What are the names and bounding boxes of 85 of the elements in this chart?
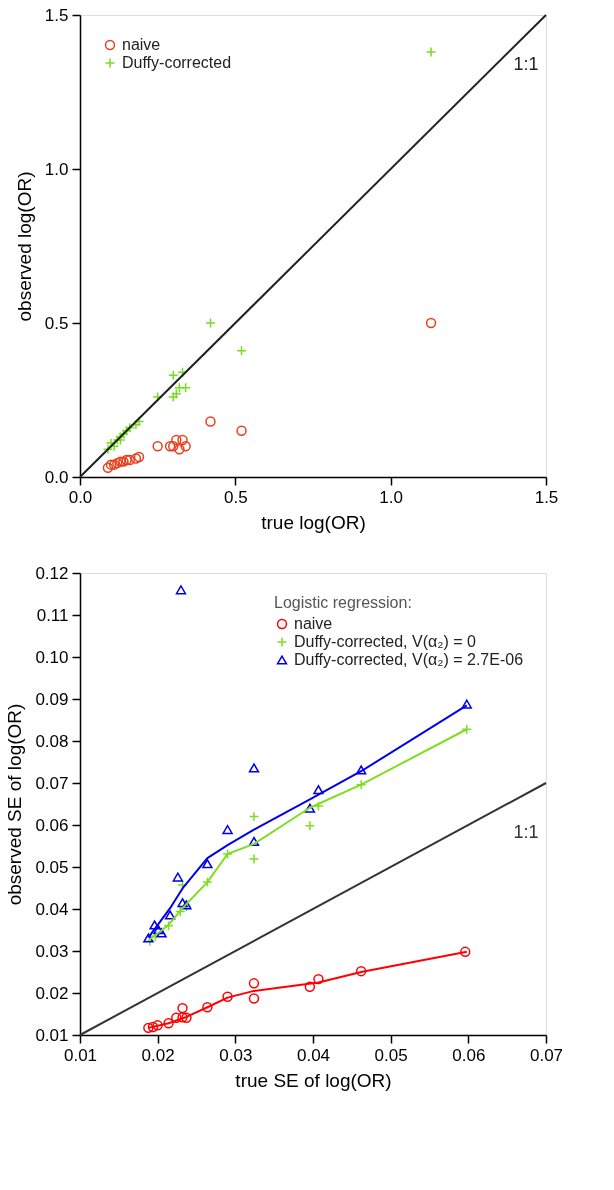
y-tick-label: 0.05 <box>35 857 69 877</box>
point <box>171 1012 182 1023</box>
y-tick-label: 0.0 <box>44 467 69 487</box>
point <box>313 785 324 795</box>
x-tick-label: 1.5 <box>534 487 559 507</box>
y-tick-label: 0.08 <box>35 731 69 751</box>
legend-label: Duffy-corrected <box>122 54 232 71</box>
point <box>202 859 213 869</box>
point <box>313 973 324 985</box>
x-tick-label: 0.5 <box>224 487 248 507</box>
point <box>147 1021 159 1033</box>
x-axis-title: true log(OR) <box>261 511 366 533</box>
y-tick-label: 1.0 <box>44 159 69 179</box>
legend-label: naive <box>294 615 333 632</box>
y-tick-label: 0.02 <box>35 983 69 1003</box>
point <box>248 993 260 1004</box>
y-tick-label: 0.04 <box>35 899 69 919</box>
x-tick-label: 0.03 <box>219 1045 253 1065</box>
x-axis-title: true SE of log(OR) <box>235 1069 392 1091</box>
legend-label: Duffy-corrected, V(α₂) = 0 <box>294 633 476 650</box>
y-tick-label: 0.10 <box>35 647 69 667</box>
point <box>248 978 260 989</box>
series-label: 1:1 <box>513 822 539 842</box>
point <box>177 898 188 908</box>
point <box>205 416 216 427</box>
point <box>177 434 188 446</box>
point <box>149 920 160 930</box>
point <box>174 444 185 455</box>
y-axis-title: observed SE of log(OR) <box>4 703 26 906</box>
y-tick-label: 0.12 <box>35 563 69 583</box>
legend-label: Duffy-corrected, V(α₂) = 2.7E-06 <box>294 651 524 668</box>
point <box>181 1012 192 1023</box>
point <box>143 933 154 943</box>
y-tick-label: 0.5 <box>44 313 69 333</box>
y-tick-label: 1.5 <box>44 5 69 25</box>
y-tick-label: 0.06 <box>35 815 69 835</box>
point <box>163 1018 174 1029</box>
series-label: 1:1 <box>513 54 539 74</box>
point <box>425 317 437 329</box>
point <box>156 928 167 938</box>
y-tick-label: 0.09 <box>35 689 69 709</box>
legend-label: naive <box>122 36 161 53</box>
point <box>222 991 233 1002</box>
point <box>177 1002 188 1014</box>
point <box>175 585 187 595</box>
y-tick-label: 0.03 <box>35 941 69 961</box>
point <box>425 46 437 58</box>
x-tick-label: 0.06 <box>452 1045 486 1065</box>
point <box>304 820 316 832</box>
x-tick-label: 0.04 <box>296 1045 331 1065</box>
point <box>152 1020 163 1031</box>
x-tick-label: 1.0 <box>379 487 403 507</box>
y-tick-label: 0.07 <box>35 773 69 793</box>
point <box>164 910 176 920</box>
point <box>461 724 472 735</box>
point <box>171 434 182 446</box>
point <box>355 765 367 775</box>
point <box>355 965 367 977</box>
x-tick-label: 0.01 <box>63 1045 98 1065</box>
y-tick-label: 0.11 <box>36 605 69 625</box>
point <box>202 1002 213 1013</box>
point <box>171 388 182 400</box>
point <box>248 763 260 773</box>
point <box>248 853 260 865</box>
point <box>143 1022 154 1034</box>
point <box>167 370 179 381</box>
point <box>152 440 163 452</box>
x-tick-label: 0.07 <box>529 1045 564 1065</box>
y-tick-label: 0.01 <box>35 1025 69 1045</box>
point <box>248 836 260 846</box>
point <box>153 924 164 935</box>
point <box>304 803 316 813</box>
point <box>236 425 247 437</box>
point <box>304 981 316 992</box>
y-axis-title: observed log(OR) <box>13 171 35 322</box>
point <box>172 872 184 882</box>
point <box>167 391 179 403</box>
x-tick-label: 0.05 <box>374 1045 408 1065</box>
point <box>461 699 472 709</box>
x-tick-label: 0.0 <box>68 487 93 507</box>
x-tick-label: 0.02 <box>141 1045 175 1065</box>
point <box>180 440 191 452</box>
point <box>222 825 233 835</box>
legend-title: Logistic regression: <box>274 594 412 611</box>
point <box>177 1012 188 1023</box>
